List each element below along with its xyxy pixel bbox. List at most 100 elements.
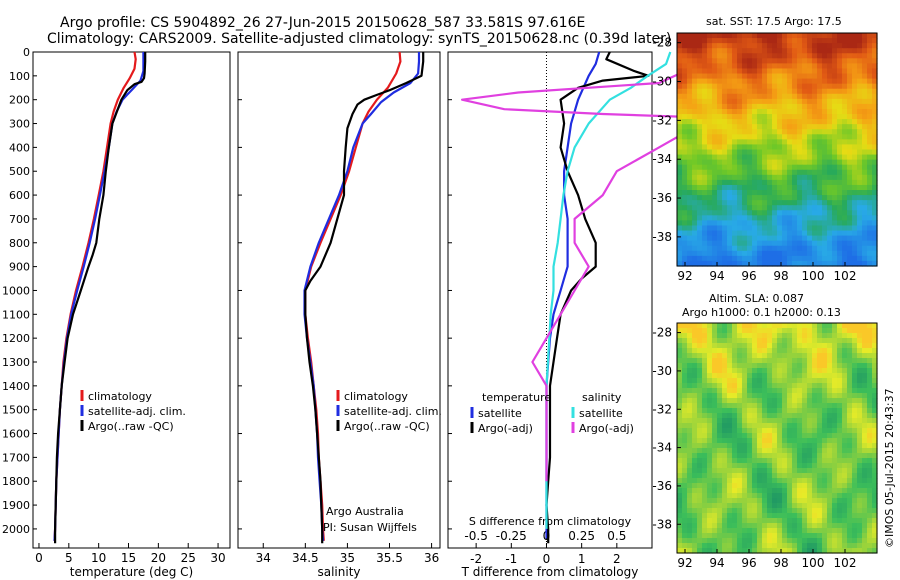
heatmap-cell — [702, 498, 708, 504]
heatmap-cell — [802, 83, 808, 90]
heatmap-cell — [867, 174, 873, 181]
heatmap-cell — [847, 38, 853, 44]
heatmap-cell — [807, 398, 813, 404]
heatmap-cell — [692, 548, 698, 554]
heatmap-cell — [817, 230, 823, 237]
heatmap-cell — [787, 528, 793, 534]
heatmap-cell — [837, 149, 843, 156]
y-tick-label: -28 — [652, 326, 672, 340]
heatmap-cell — [862, 149, 868, 156]
heatmap-cell — [847, 528, 853, 534]
heatmap-cell — [832, 403, 838, 409]
heatmap-cell — [867, 323, 873, 329]
heatmap-cell — [862, 513, 868, 519]
heatmap-cell — [717, 423, 723, 429]
heatmap-cell — [752, 220, 758, 227]
heatmap-cell — [707, 169, 713, 176]
heatmap-cell — [752, 68, 758, 75]
heatmap-cell — [842, 478, 848, 484]
heatmap-cell — [732, 323, 738, 329]
heatmap-cell — [757, 53, 763, 59]
heatmap-cell — [857, 235, 863, 242]
heatmap-cell — [837, 493, 843, 499]
heatmap-cell — [802, 134, 808, 140]
heatmap-cell — [772, 119, 778, 125]
heatmap-cell — [852, 543, 858, 549]
y-tick-label: -30 — [652, 364, 672, 378]
heatmap-cell — [727, 488, 733, 494]
heatmap-cell — [717, 190, 723, 196]
heatmap-cell — [862, 448, 868, 454]
heatmap-cell — [837, 523, 843, 529]
heatmap-cell — [717, 473, 723, 479]
heatmap-cell — [842, 134, 848, 140]
heatmap-cell — [782, 260, 788, 267]
heatmap-cell — [847, 453, 853, 459]
heatmap-cell — [732, 38, 738, 44]
heatmap-cell — [747, 448, 753, 454]
heatmap-cell — [677, 398, 683, 404]
heatmap-cell — [777, 403, 783, 409]
heatmap-cell — [702, 328, 708, 334]
heatmap-cell — [867, 68, 873, 75]
heatmap-cell — [687, 255, 693, 262]
x-tick-label: 34.5 — [292, 551, 319, 565]
heatmap-cell — [757, 48, 763, 54]
heatmap-cell — [722, 443, 728, 449]
heatmap-cell — [807, 508, 813, 514]
heatmap-cell — [797, 184, 803, 191]
heatmap-cell — [817, 348, 823, 354]
heatmap-cell — [807, 38, 813, 44]
heatmap-cell — [827, 119, 833, 125]
heatmap-cell — [687, 179, 693, 186]
heatmap-cell — [747, 403, 753, 409]
heatmap-cell — [852, 438, 858, 444]
heatmap-cell — [852, 93, 858, 100]
heatmap-cell — [782, 240, 788, 247]
heatmap-cell — [872, 174, 878, 181]
heatmap-cell — [697, 523, 703, 529]
heatmap-cell — [762, 195, 768, 201]
heatmap-cell — [697, 483, 703, 489]
heatmap-cell — [802, 78, 808, 85]
heatmap-cell — [767, 63, 773, 70]
heatmap-cell — [767, 368, 773, 374]
heatmap-cell — [822, 348, 828, 354]
heatmap-cell — [742, 483, 748, 489]
heatmap-cell — [702, 533, 708, 539]
heatmap-cell — [727, 473, 733, 479]
heatmap-cell — [867, 58, 873, 64]
heatmap-cell — [682, 538, 688, 544]
heatmap-cell — [857, 343, 863, 349]
heatmap-cell — [732, 174, 738, 181]
heatmap-cell — [787, 43, 793, 49]
heatmap-cell — [702, 78, 708, 85]
heatmap-cell — [792, 184, 798, 191]
heatmap-cell — [677, 220, 683, 227]
heatmap-cell — [867, 413, 873, 419]
heatmap-cell — [757, 523, 763, 529]
heatmap-cell — [837, 508, 843, 514]
heatmap-cell — [827, 83, 833, 90]
heatmap-cell — [837, 458, 843, 464]
heatmap-cell — [737, 200, 743, 206]
heatmap-cell — [762, 508, 768, 514]
heatmap-cell — [697, 149, 703, 156]
heatmap-cell — [717, 358, 723, 364]
heatmap-cell — [862, 260, 868, 267]
heatmap-cell — [732, 93, 738, 100]
heatmap-cell — [852, 513, 858, 519]
heatmap-cell — [722, 230, 728, 237]
heatmap-cell — [757, 468, 763, 474]
heatmap-cell — [762, 220, 768, 227]
heatmap-cell — [817, 363, 823, 369]
heatmap-cell — [767, 124, 773, 130]
heatmap-cell — [832, 33, 838, 39]
heatmap-cell — [872, 129, 878, 135]
heatmap-cell — [762, 368, 768, 374]
heatmap-cell — [712, 548, 718, 554]
heatmap-cell — [807, 548, 813, 554]
heatmap-cell — [837, 323, 843, 329]
heatmap-cell — [737, 129, 743, 135]
heatmap-cell — [747, 478, 753, 484]
